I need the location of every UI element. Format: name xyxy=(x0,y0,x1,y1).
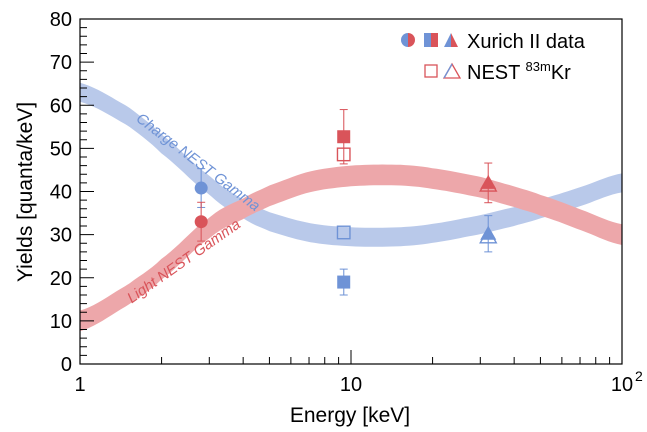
data-point-square xyxy=(337,268,351,296)
legend-square-right xyxy=(431,33,438,47)
y-tick-label: 10 xyxy=(50,311,72,333)
legend-entry-nest: NEST 83mKr xyxy=(424,59,571,84)
legend-open-triangle xyxy=(442,62,462,79)
legend: Xurich II data NEST 83mKr xyxy=(401,31,586,84)
data-point-square xyxy=(337,109,351,165)
marker-square xyxy=(336,147,351,162)
legend-entry-xurich: Xurich II data xyxy=(401,31,586,53)
light-nest-gamma-band xyxy=(80,164,622,332)
y-tick-label: 60 xyxy=(50,95,72,117)
nest-point-square xyxy=(336,225,351,240)
nest-point-triangle xyxy=(479,227,498,244)
charge-nest-gamma-band xyxy=(80,82,622,247)
x-tick-label: 10 xyxy=(611,374,633,396)
y-tick-label: 40 xyxy=(50,182,72,204)
x-axis-label: Energy [keV] xyxy=(290,404,410,427)
legend-circle-left xyxy=(401,33,408,47)
legend-label-xurich: Xurich II data xyxy=(467,31,586,53)
y-axis-label: Yields [quanta/keV] xyxy=(14,102,37,282)
legend-square-left xyxy=(424,33,431,47)
x-tick-label: 10 xyxy=(340,374,362,396)
y-tick-label: 0 xyxy=(61,354,72,376)
marker-circle xyxy=(194,215,208,229)
nest-point-square xyxy=(336,147,351,162)
points-layer xyxy=(194,109,498,296)
marker-triangle xyxy=(479,175,498,192)
y-tick-label: 80 xyxy=(50,9,72,31)
y-tick-label: 20 xyxy=(50,268,72,290)
y-tick-label: 70 xyxy=(50,52,72,74)
marker-triangle xyxy=(479,227,498,244)
legend-label-nest: NEST 83mKr xyxy=(467,59,571,84)
band-label: Light NEST Gamma xyxy=(124,216,244,307)
marker-square xyxy=(337,275,351,289)
marker-circle xyxy=(194,181,208,195)
legend-triangle-right xyxy=(451,33,458,47)
bands-layer xyxy=(80,82,622,332)
data-point-circle xyxy=(194,201,208,242)
marker-square xyxy=(336,225,351,240)
data-point-circle xyxy=(194,168,208,208)
legend-circle-right xyxy=(408,33,415,47)
legend-triangle-left xyxy=(444,33,451,47)
y-tick-label: 50 xyxy=(50,138,72,160)
y-tick-label: 30 xyxy=(50,225,72,247)
legend-open-triangle-edge xyxy=(443,63,453,79)
band-label: Charge NEST Gamma xyxy=(133,110,263,215)
x-tick-label: 1 xyxy=(74,374,85,396)
x-tick-exponent: 2 xyxy=(635,368,643,384)
legend-open-square xyxy=(424,64,438,78)
nest-point-triangle xyxy=(479,175,498,192)
marker-square xyxy=(337,130,351,144)
